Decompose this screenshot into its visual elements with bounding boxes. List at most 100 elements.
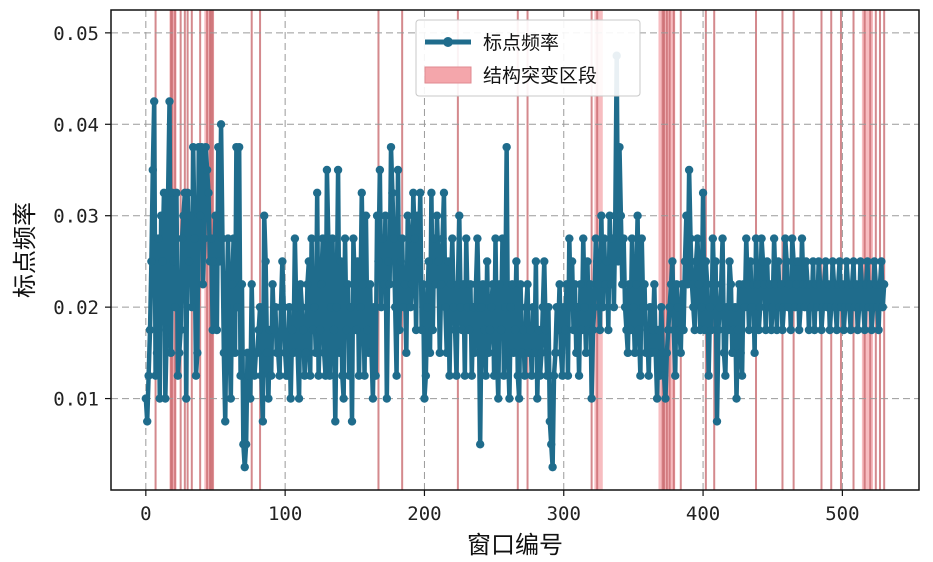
- data-point: [449, 302, 458, 312]
- data-point: [417, 325, 426, 335]
- data-point: [432, 211, 442, 220]
- data-point: [399, 302, 408, 312]
- data-point: [542, 371, 552, 380]
- data-point: [718, 234, 727, 243]
- data-point: [485, 325, 495, 335]
- data-point: [234, 142, 244, 152]
- legend-swatch-region: [424, 66, 472, 84]
- data-point: [487, 302, 496, 312]
- data-point: [496, 325, 506, 335]
- y-tick-label: 0.05: [53, 23, 99, 45]
- data-point: [335, 348, 344, 358]
- data-point: [488, 280, 497, 289]
- data-point: [726, 280, 736, 289]
- data-point: [877, 257, 886, 266]
- data-point: [225, 325, 234, 335]
- data-point: [445, 371, 454, 380]
- data-point: [484, 348, 493, 358]
- data-point: [707, 325, 716, 335]
- data-point: [659, 371, 669, 380]
- data-point: [162, 325, 171, 335]
- data-point: [549, 371, 559, 380]
- data-point: [502, 142, 511, 152]
- data-point: [441, 302, 450, 312]
- data-point: [427, 188, 436, 198]
- data-point: [530, 348, 539, 358]
- data-point: [396, 257, 405, 266]
- data-point: [535, 371, 545, 380]
- data-point: [304, 257, 314, 266]
- data-point: [565, 234, 574, 243]
- data-point: [226, 394, 236, 403]
- legend: 标点频率 结构突变区段: [415, 19, 641, 97]
- data-point: [307, 234, 316, 243]
- data-point: [169, 257, 178, 266]
- data-point: [375, 165, 385, 175]
- data-point: [456, 302, 465, 312]
- data-point: [347, 417, 357, 426]
- data-point: [828, 257, 837, 266]
- data-point: [599, 234, 609, 243]
- data-point: [640, 280, 649, 289]
- data-point: [400, 280, 410, 289]
- data-point: [742, 234, 751, 243]
- data-point: [333, 165, 343, 175]
- data-point: [747, 302, 757, 312]
- data-point: [173, 371, 183, 380]
- data-point: [143, 417, 152, 426]
- legend-box: [415, 19, 641, 97]
- data-point: [423, 302, 432, 312]
- data-point: [438, 234, 447, 243]
- data-point: [556, 348, 566, 358]
- data-point: [421, 371, 431, 380]
- data-point: [559, 302, 568, 312]
- data-point: [797, 234, 807, 243]
- data-point: [762, 257, 772, 266]
- y-tick-label: 0.03: [53, 206, 99, 228]
- data-point: [719, 348, 729, 358]
- data-point: [576, 280, 585, 289]
- data-point: [357, 188, 366, 198]
- data-point: [283, 371, 293, 380]
- data-point: [184, 257, 194, 266]
- data-point: [694, 280, 704, 289]
- data-point: [494, 394, 503, 403]
- data-point: [781, 234, 790, 243]
- data-point: [705, 302, 715, 312]
- data-point: [410, 234, 419, 243]
- data-point: [219, 348, 229, 358]
- data-point: [471, 280, 481, 289]
- breakpoint-span: [861, 10, 874, 490]
- plot-frame: [110, 9, 920, 491]
- data-point: [594, 280, 603, 289]
- data-point: [528, 302, 538, 312]
- data-point: [285, 302, 294, 312]
- data-point: [182, 394, 191, 403]
- y-tick-label: 0.02: [53, 297, 99, 319]
- data-point: [613, 257, 623, 266]
- data-point: [195, 211, 205, 220]
- data-point: [782, 257, 791, 266]
- data-point: [853, 325, 862, 335]
- data-point: [689, 302, 698, 312]
- data-point: [151, 371, 160, 380]
- data-point: [372, 211, 382, 220]
- data-point: [630, 348, 640, 358]
- data-point: [697, 302, 706, 312]
- data-point: [255, 302, 265, 312]
- data-point: [286, 394, 295, 403]
- data-point: [754, 325, 763, 335]
- data-point: [250, 371, 259, 380]
- data-point: [604, 325, 613, 335]
- data-point: [154, 234, 163, 243]
- data-point: [860, 325, 869, 335]
- data-point: [258, 417, 268, 426]
- data-point: [149, 97, 159, 106]
- data-point: [849, 257, 858, 266]
- data-point: [537, 348, 546, 358]
- data-point: [443, 257, 453, 266]
- data-point: [378, 234, 387, 243]
- data-point: [676, 348, 685, 358]
- data-point: [358, 280, 368, 289]
- data-point: [680, 257, 690, 266]
